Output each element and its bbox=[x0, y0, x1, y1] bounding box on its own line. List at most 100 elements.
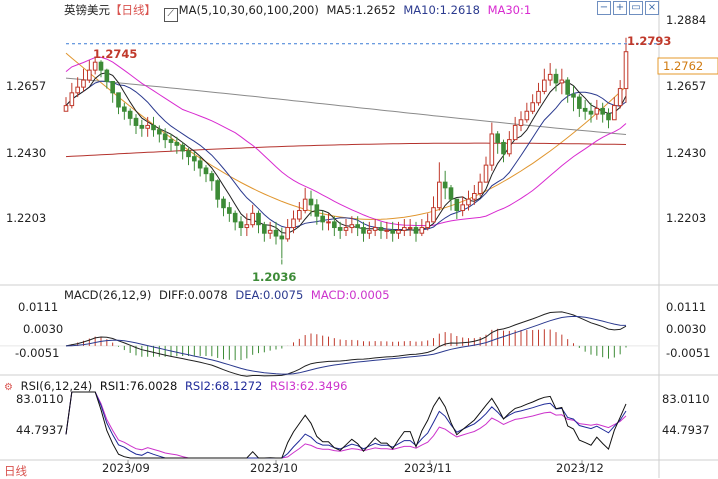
ma10-value: MA10:1.2618 bbox=[403, 3, 480, 17]
candle-body bbox=[501, 141, 506, 155]
candle-body bbox=[460, 204, 465, 212]
ma10-line bbox=[65, 80, 627, 231]
candle-body bbox=[168, 139, 174, 143]
macd-y-tick-label: 0.0030 bbox=[23, 322, 63, 336]
macd-y-tick-label: -0.0051 bbox=[666, 346, 710, 360]
zoom-in-icon[interactable]: + bbox=[613, 1, 627, 15]
candle-body bbox=[518, 119, 524, 126]
period-tab[interactable]: 日线 bbox=[4, 464, 27, 478]
macd-hist-value: MACD:0.0005 bbox=[310, 288, 390, 302]
y-tick-label: 1.2203 bbox=[6, 211, 46, 225]
candle-body bbox=[612, 105, 617, 121]
candlestick-layer bbox=[63, 43, 629, 259]
candle-body bbox=[267, 229, 273, 234]
zoom-out-icon[interactable]: − bbox=[597, 1, 611, 15]
candle-body bbox=[542, 79, 547, 92]
y-tick-label: 1.2657 bbox=[666, 79, 706, 93]
chart-toolbar: − + ▭ × bbox=[597, 1, 659, 15]
candle-body bbox=[92, 61, 98, 71]
rsi-legend: ⚙ RSI(6,12,24) RSI1:76.0028 RSI2:68.1272… bbox=[4, 379, 351, 393]
candle-body bbox=[145, 124, 150, 129]
candle-body bbox=[174, 141, 180, 146]
y-tick-label: 1.2430 bbox=[666, 146, 706, 160]
y-tick-label: 1.2884 bbox=[666, 13, 706, 27]
ma-params-label: MA(5,10,30,60,100,200) bbox=[178, 3, 319, 17]
candle-body bbox=[507, 139, 512, 155]
last-price-badge bbox=[657, 57, 718, 75]
candle-body bbox=[530, 102, 535, 112]
y-tick-label: 1.2203 bbox=[666, 211, 706, 225]
candle-body bbox=[565, 79, 570, 95]
candle-body bbox=[372, 227, 378, 231]
rsi3-value: RSI3:62.3496 bbox=[270, 379, 348, 393]
candle-body bbox=[209, 173, 215, 182]
candle-body bbox=[413, 227, 419, 234]
y-tick-label: 1.2657 bbox=[6, 79, 46, 93]
x-axis-label: 2023/11 bbox=[404, 461, 452, 475]
candle-body bbox=[262, 224, 267, 234]
candle-body bbox=[402, 227, 407, 231]
rsi-title: RSI(6,12,24) bbox=[20, 379, 93, 393]
candle-body bbox=[337, 227, 343, 231]
period-label[interactable]: 【日线】 bbox=[110, 3, 156, 17]
candle-body bbox=[116, 92, 121, 108]
candle-body bbox=[297, 210, 302, 220]
rsi2-value: RSI2:68.1272 bbox=[184, 379, 263, 393]
ma5-line bbox=[65, 72, 627, 234]
last-price-label: 1.2762 bbox=[663, 59, 703, 73]
candle-body bbox=[606, 113, 611, 121]
macd-legend: MACD(26,12,9) DIFF:0.0078 DEA:0.0075 MAC… bbox=[64, 288, 394, 302]
candle-body bbox=[192, 156, 197, 162]
candle-body bbox=[442, 181, 448, 189]
candle-body bbox=[349, 224, 355, 229]
candle-body bbox=[215, 180, 220, 200]
candle-body bbox=[332, 221, 337, 229]
candle-body bbox=[162, 133, 168, 141]
candle-body bbox=[186, 150, 191, 158]
candle-body bbox=[577, 96, 582, 109]
candle-body bbox=[232, 212, 238, 223]
candle-body bbox=[477, 181, 483, 195]
candle-body bbox=[133, 117, 139, 126]
x-axis-label: 2023/10 bbox=[250, 461, 298, 475]
price-prev-high-label: 1.2745 bbox=[93, 47, 137, 61]
rsi-y-tick-label: 44.7937 bbox=[16, 423, 64, 437]
candle-body bbox=[495, 133, 500, 143]
ma5-value: MA5:1.2652 bbox=[326, 3, 396, 17]
rsi-layer bbox=[65, 391, 627, 459]
candle-body bbox=[588, 110, 594, 115]
window-icon[interactable]: ▭ bbox=[629, 1, 643, 15]
moving-average-layer bbox=[65, 52, 627, 234]
ma200-line bbox=[65, 52, 627, 220]
ma30-value: MA30:1 bbox=[487, 3, 532, 17]
candle-body bbox=[157, 129, 162, 135]
candle-body bbox=[425, 221, 430, 229]
candle-body bbox=[594, 107, 600, 115]
price-legend: 英镑美元【日线】 ⟋ MA(5,10,30,60,100,200) MA5:1.2… bbox=[64, 2, 535, 22]
candle-body bbox=[63, 105, 69, 112]
candle-body bbox=[472, 193, 477, 200]
candle-body bbox=[221, 198, 226, 209]
candle-body bbox=[203, 167, 209, 175]
candle-body bbox=[139, 124, 145, 129]
macd-diff-value: DIFF:0.0078 bbox=[159, 288, 228, 302]
candle-body bbox=[437, 181, 442, 209]
candle-body bbox=[127, 110, 133, 119]
candle-body bbox=[343, 227, 349, 231]
candle-body bbox=[407, 227, 413, 230]
candle-body bbox=[326, 221, 331, 224]
ma30-line bbox=[65, 56, 627, 227]
candle-body bbox=[571, 93, 576, 98]
rsi1-value: RSI1:76.0028 bbox=[99, 379, 178, 393]
rsi1-line bbox=[65, 391, 627, 459]
rsi-y-tick-label: 83.0110 bbox=[16, 392, 64, 406]
candle-body bbox=[623, 51, 629, 90]
macd-y-tick-label: -0.0051 bbox=[15, 346, 59, 360]
rsi2-line bbox=[65, 391, 627, 459]
candle-body bbox=[536, 90, 541, 104]
candle-body bbox=[256, 212, 261, 226]
close-icon[interactable]: × bbox=[645, 1, 659, 15]
settings-icon[interactable]: ⚙ bbox=[4, 382, 13, 393]
